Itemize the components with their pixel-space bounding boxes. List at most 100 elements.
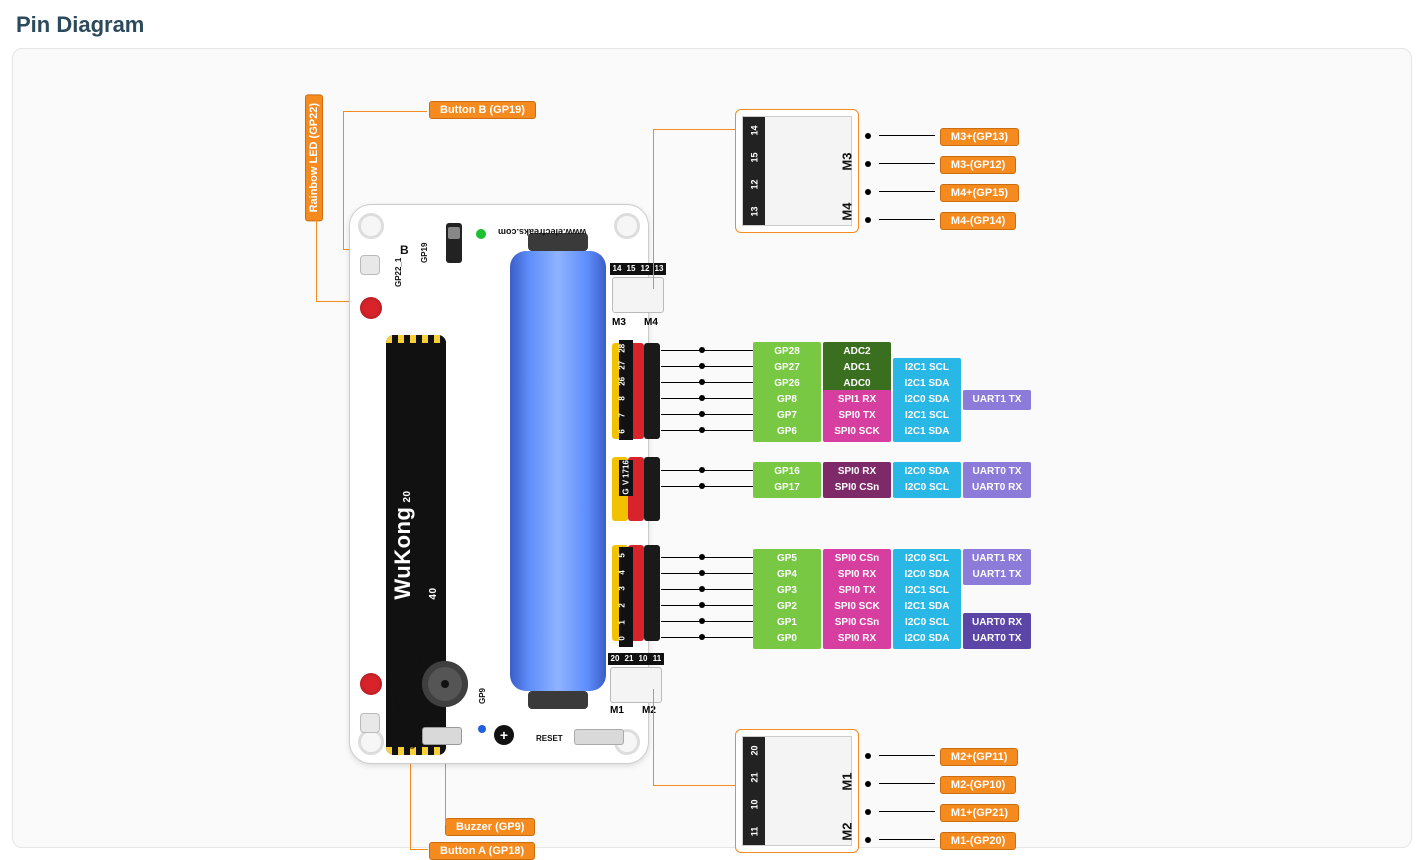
page-title: Pin Diagram <box>16 12 1416 38</box>
motor-pin-label: M2-(GP10) <box>940 776 1016 794</box>
lead-mtop-h <box>653 129 735 130</box>
func-tag: SPI0 SCK <box>823 422 891 442</box>
gpio-row: GP3SPI0 TXI2C1 SCL <box>753 581 963 597</box>
gpio-row: GP0SPI0 RXI2C0 SDAUART0 TX <box>753 629 1033 645</box>
gpio-row: GP5SPI0 CSnI2C0 SCLUART1 RX <box>753 549 1033 565</box>
func-tag: UART1 TX <box>963 390 1031 410</box>
gpio-row: GP17SPI0 CSnI2C0 SCLUART0 RX <box>753 478 1033 494</box>
wire <box>661 414 753 415</box>
gp9: GP9 <box>478 688 487 704</box>
gpio-row: GP4SPI0 RXI2C0 SDAUART1 TX <box>753 565 1033 581</box>
wire <box>661 589 753 590</box>
motor-pin-label: M4+(GP15) <box>940 184 1019 202</box>
motor-top-callout: 14151213 M3 M4 <box>735 109 859 233</box>
wire <box>879 811 935 812</box>
wire <box>661 557 753 558</box>
wire <box>879 755 935 756</box>
motor-top-connector: 14151213 M3 M4 <box>742 116 852 226</box>
battery <box>510 251 606 691</box>
usb-port <box>422 727 462 745</box>
a-label: A <box>388 715 397 729</box>
pin-number-strip: 282726876 <box>619 340 633 440</box>
pin-dot <box>865 133 871 139</box>
charge-led <box>478 725 486 733</box>
wire <box>661 573 753 574</box>
battery-cap <box>528 691 588 709</box>
pin-dot <box>865 161 871 167</box>
pin-dot <box>865 217 871 223</box>
power-switch <box>446 223 462 263</box>
wire <box>661 621 753 622</box>
motor-pin-label: M1-(GP20) <box>940 832 1016 850</box>
m3-label: M3 <box>612 317 626 328</box>
gpio-row: GP16SPI0 RXI2C0 SDAUART0 TX <box>753 462 1033 478</box>
gpio-row: GP2SPI0 SCKI2C1 SDA <box>753 597 963 613</box>
func-tag: UART1 TX <box>963 565 1031 585</box>
func-tag: I2C0 SCL <box>893 478 961 498</box>
motor-pin-label: M3+(GP13) <box>940 128 1019 146</box>
motor-pin-label: M4-(GP14) <box>940 212 1016 230</box>
reset-button <box>574 729 624 745</box>
wire <box>661 486 753 487</box>
func-tag: I2C0 SDA <box>893 629 961 649</box>
wire <box>661 398 753 399</box>
gp18: GP18 <box>408 729 417 749</box>
wire <box>661 430 753 431</box>
plus-icon: + <box>494 725 514 745</box>
wire <box>661 605 753 606</box>
func-tag: I2C1 SDA <box>893 422 961 442</box>
motor-pin-row: M3-(GP12) <box>865 155 1016 174</box>
label-button-b: Button B (GP19) <box>429 101 536 119</box>
m1: M1 <box>840 773 855 791</box>
gp-tag: GP0 <box>753 629 821 649</box>
reset-label: RESET <box>536 734 563 743</box>
gp22-1: GP22_1 <box>394 258 403 287</box>
m1-label: M1 <box>610 705 624 716</box>
motor-bot-callout: 20211011 M1 M2 <box>735 729 859 853</box>
motor-pin-row: M3+(GP13) <box>865 127 1019 146</box>
label-buzzer: Buzzer (GP9) <box>445 818 535 836</box>
wire <box>879 191 935 192</box>
label-rainbow-led: Rainbow LED (GP22) <box>305 94 323 221</box>
usb-label: USB <box>416 656 425 673</box>
b-label: B <box>400 243 409 257</box>
pin-dot <box>865 781 871 787</box>
motor-pin-label: M2+(GP11) <box>940 748 1019 766</box>
motor-pin-row: M2-(GP10) <box>865 775 1016 794</box>
wire <box>879 163 935 164</box>
gp22-0: GP22_0 <box>394 683 403 712</box>
func-tag: UART0 RX <box>963 478 1031 498</box>
pin-header <box>644 545 660 641</box>
pin-dot <box>865 753 871 759</box>
wire <box>879 783 935 784</box>
lead-btnb-h <box>343 111 427 112</box>
buzzer <box>422 661 468 707</box>
wire <box>661 366 753 367</box>
motor-bot-nums-board: 20211011 <box>608 653 664 665</box>
lead-mbot-v <box>653 689 654 785</box>
gp-tag: GP6 <box>753 422 821 442</box>
m4-label: M4 <box>644 317 658 328</box>
wire <box>661 382 753 383</box>
mount-hole <box>614 213 640 239</box>
motor-bot-port-board <box>610 667 662 703</box>
pin-dot <box>865 189 871 195</box>
motor-pin-row: M1-(GP20) <box>865 831 1016 850</box>
wire <box>661 470 753 471</box>
led-b-red <box>360 297 382 319</box>
brand-url: www.elecfreaks.com <box>498 227 586 237</box>
lead-btna-h <box>410 849 428 850</box>
board-name: WuKong20 40 <box>390 490 442 599</box>
motor-top-port-board <box>612 277 664 313</box>
motor-pin-row: M1+(GP21) <box>865 803 1019 822</box>
motor-bot-connector: 20211011 M1 M2 <box>742 736 852 846</box>
pin-number-strip: 1617VG <box>619 460 633 496</box>
motor-pin-row: M4+(GP15) <box>865 183 1019 202</box>
m3: M3 <box>840 153 855 171</box>
wire <box>879 839 935 840</box>
lead-rainbow-v <box>316 219 317 301</box>
gpio-row: GP26ADC0I2C1 SDA <box>753 374 963 390</box>
diagram-canvas: Rainbow LED (GP22) Button B (GP19) Buzze… <box>12 48 1412 848</box>
gpio-row: GP28ADC2 <box>753 342 893 358</box>
pin-dot <box>865 837 871 843</box>
